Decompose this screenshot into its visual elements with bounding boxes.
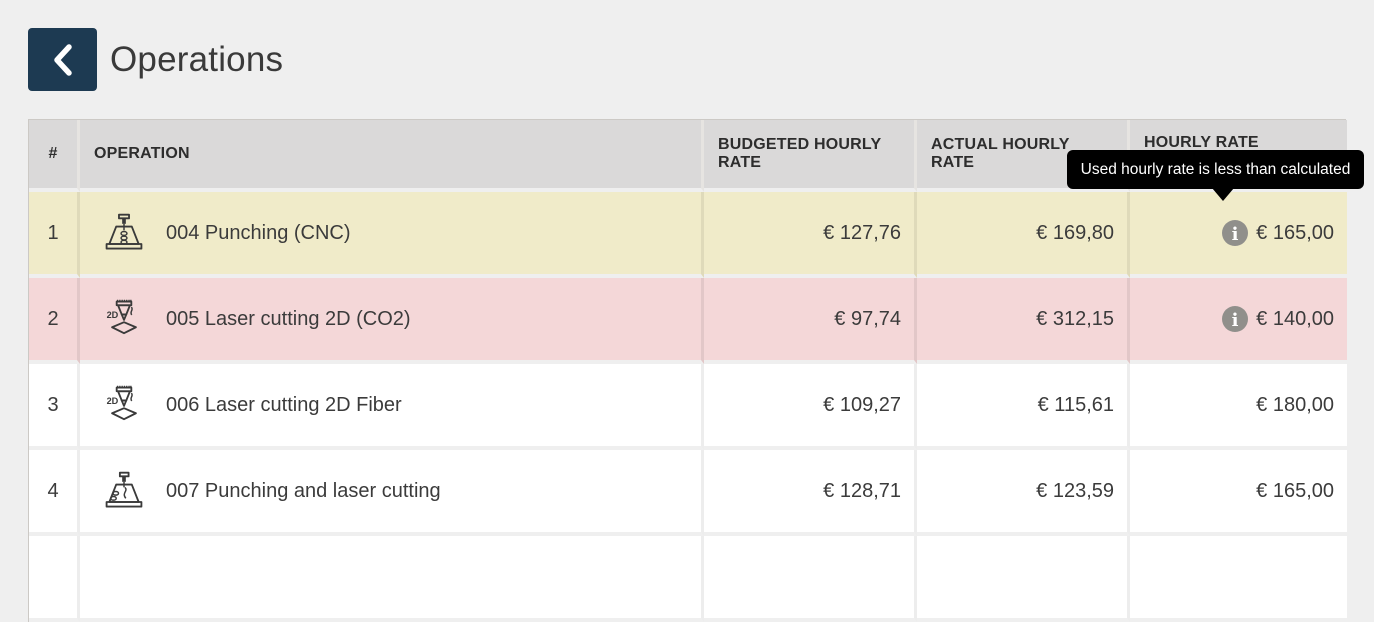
row-index: 4 — [29, 450, 80, 536]
page-title: Operations — [110, 39, 284, 79]
chevron-left-icon — [48, 42, 78, 78]
laser-2d-icon — [105, 298, 137, 335]
tooltip: Used hourly rate is less than calculated — [1067, 150, 1364, 201]
laser-2d-icon — [105, 384, 137, 421]
budgeted-hourly-rate-value: € 109,27 — [704, 364, 917, 450]
operation-row[interactable]: 3 006 Laser cutting 2D Fiber € 109,27 € … — [29, 364, 1347, 450]
operations-table-body: 1 004 Punching (CNC) € 127,76 € 169,80 €… — [29, 192, 1347, 622]
budgeted-hourly-rate-value: € 128,71 — [704, 450, 917, 536]
punching-icon — [104, 212, 144, 251]
tooltip-text: Used hourly rate is less than calculated — [1080, 161, 1351, 178]
back-button[interactable] — [28, 28, 97, 91]
budgeted-hourly-rate-value: € 127,76 — [704, 192, 917, 278]
column-header-operation: OPERATION — [80, 120, 704, 192]
actual-hourly-rate-value: € 123,59 — [917, 450, 1130, 536]
operation-label: 005 Laser cutting 2D (CO2) — [166, 307, 411, 330]
column-header-budgeted-hourly-rate: BUDGETED HOURLY RATE — [704, 120, 917, 192]
hourly-rate-value: € 165,00 — [1256, 221, 1334, 244]
row-index: 1 — [29, 192, 80, 278]
column-header-index: # — [29, 120, 80, 192]
actual-hourly-rate-value: € 115,61 — [917, 364, 1130, 450]
actual-hourly-rate-value: € 312,15 — [917, 278, 1130, 364]
info-icon[interactable] — [1222, 220, 1249, 246]
empty-row — [29, 536, 1347, 622]
hourly-rate-value: € 140,00 — [1256, 307, 1334, 330]
tooltip-arrow-icon — [1212, 188, 1234, 201]
operation-row[interactable]: 2 005 Laser cutting 2D (CO2) € 97,74 € 3… — [29, 278, 1347, 364]
operation-label: 007 Punching and laser cutting — [166, 479, 441, 502]
operations-table: # OPERATION BUDGETED HOURLY RATE ACTUAL … — [28, 119, 1347, 622]
operation-row[interactable]: 1 004 Punching (CNC) € 127,76 € 169,80 €… — [29, 192, 1347, 278]
hourly-rate-value: € 165,00 — [1256, 479, 1334, 502]
operation-row[interactable]: 4 007 Punching and laser cutting € 128,7… — [29, 450, 1347, 536]
operation-label: 004 Punching (CNC) — [166, 221, 351, 244]
hourly-rate-value: € 180,00 — [1256, 393, 1334, 416]
punching-laser-icon — [104, 470, 144, 509]
operation-label: 006 Laser cutting 2D Fiber — [166, 393, 402, 416]
budgeted-hourly-rate-value: € 97,74 — [704, 278, 917, 364]
actual-hourly-rate-value: € 169,80 — [917, 192, 1130, 278]
topbar: Operations — [28, 28, 283, 91]
row-index: 3 — [29, 364, 80, 450]
table-header-row: # OPERATION BUDGETED HOURLY RATE ACTUAL … — [29, 120, 1347, 192]
info-icon[interactable] — [1222, 306, 1249, 332]
row-index: 2 — [29, 278, 80, 364]
